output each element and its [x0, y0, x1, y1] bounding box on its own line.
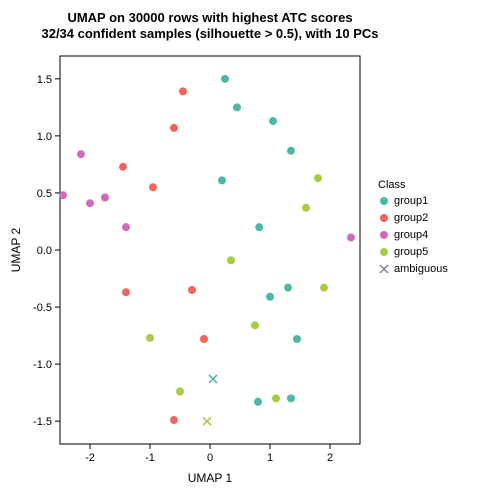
y-tick-label: 1.5	[37, 74, 52, 86]
data-point	[170, 124, 178, 132]
data-point	[255, 223, 263, 231]
data-point	[254, 398, 262, 406]
legend-marker	[380, 214, 388, 222]
data-point	[218, 176, 226, 184]
data-point	[179, 87, 187, 95]
x-tick-label: -1	[145, 452, 155, 464]
data-point	[287, 394, 295, 402]
chart-title-line2: 32/34 confident samples (silhouette > 0.…	[41, 26, 378, 41]
data-point	[176, 388, 184, 396]
data-point	[59, 191, 67, 199]
data-point	[251, 321, 259, 329]
data-point	[101, 194, 109, 202]
legend-label: group5	[394, 246, 428, 258]
legend-label: ambiguous	[394, 263, 448, 275]
data-point	[188, 286, 196, 294]
y-tick-label: -1.5	[33, 416, 52, 428]
legend-marker	[380, 231, 388, 239]
data-point	[200, 335, 208, 343]
data-point	[221, 75, 229, 83]
data-point	[227, 256, 235, 264]
y-axis-label: UMAP 2	[9, 227, 23, 272]
legend-marker	[380, 248, 388, 256]
y-tick-label: 1.0	[37, 131, 52, 143]
data-point	[77, 150, 85, 158]
data-point	[170, 416, 178, 424]
x-axis-label: UMAP 1	[188, 471, 233, 485]
data-point	[272, 394, 280, 402]
data-point	[320, 284, 328, 292]
legend-label: group1	[394, 195, 428, 207]
data-point	[119, 163, 127, 171]
x-tick-label: 0	[207, 452, 213, 464]
data-point	[347, 233, 355, 241]
data-point	[293, 335, 301, 343]
umap-scatter-chart: -2 -1 0 1 2 -1.5 -1.0 -0.5 0.0 0.5 1.0 1.5 UMAP on 3…	[0, 0, 504, 504]
y-tick-label: -0.5	[33, 302, 52, 314]
y-tick-label: 0.0	[37, 245, 52, 257]
legend-marker	[380, 197, 388, 205]
data-point	[287, 147, 295, 155]
data-point	[284, 284, 292, 292]
data-point	[86, 199, 94, 207]
data-point	[314, 174, 322, 182]
legend-title: Class	[378, 179, 406, 191]
data-point	[269, 117, 277, 125]
data-point	[122, 288, 130, 296]
y-tick-label: 0.5	[37, 188, 52, 200]
y-tick-label: -1.0	[33, 359, 52, 371]
x-tick-label: 1	[267, 452, 273, 464]
data-point	[302, 204, 310, 212]
data-point	[149, 183, 157, 191]
x-tick-label: -2	[85, 452, 95, 464]
legend-label: group4	[394, 229, 428, 241]
chart-title-line1: UMAP on 30000 rows with highest ATC scor…	[67, 10, 352, 25]
data-point	[122, 223, 130, 231]
data-point	[266, 293, 274, 301]
data-point	[233, 103, 241, 111]
legend-label: group2	[394, 212, 428, 224]
data-point	[146, 334, 154, 342]
x-tick-label: 2	[327, 452, 333, 464]
